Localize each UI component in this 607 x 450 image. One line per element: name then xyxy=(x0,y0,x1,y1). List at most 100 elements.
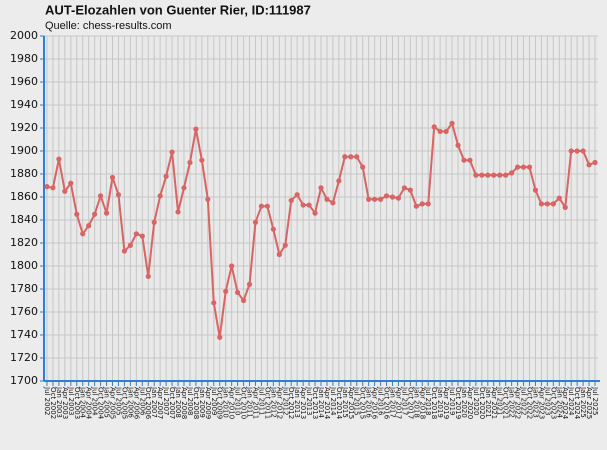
data-point xyxy=(92,211,98,217)
x-tick-label: Apr 2015 xyxy=(347,387,355,419)
data-point xyxy=(443,128,449,135)
data-point xyxy=(306,202,312,208)
x-tick-label: Jul 2021 xyxy=(496,386,504,416)
data-point xyxy=(401,185,407,191)
y-tick-label: 1740 xyxy=(10,328,38,341)
data-point xyxy=(413,203,419,209)
y-tick-label: 1700 xyxy=(10,374,38,387)
x-tick-label: Apr 2021 xyxy=(490,387,498,419)
x-tick-label: Jul 2024 xyxy=(567,386,575,416)
data-point xyxy=(520,164,527,170)
data-point xyxy=(342,154,348,160)
data-point xyxy=(556,195,562,201)
data-point xyxy=(240,297,247,304)
data-point xyxy=(383,193,390,199)
y-tick-label: 1800 xyxy=(10,259,38,272)
data-point xyxy=(461,157,467,163)
x-tick-label: Oct 2016 xyxy=(383,387,391,420)
data-point xyxy=(133,231,139,237)
data-point xyxy=(181,185,187,191)
x-tick-label: Jan 2004 xyxy=(79,386,87,418)
data-point xyxy=(86,223,92,229)
x-tick-label: Oct 2015 xyxy=(359,387,367,419)
data-point xyxy=(229,263,235,269)
y-tick-label: 1980 xyxy=(10,52,38,65)
x-tick-label: Apr 2020 xyxy=(466,387,474,419)
x-tick-label: Oct 2002 xyxy=(49,387,57,419)
data-point xyxy=(431,124,437,130)
data-point xyxy=(56,156,62,162)
data-point xyxy=(44,184,50,190)
data-point xyxy=(360,164,366,170)
x-tick-label: Jan 2023 xyxy=(531,386,539,418)
data-point xyxy=(151,219,157,225)
data-point xyxy=(264,203,270,209)
y-tick-label: 2000 xyxy=(10,29,38,42)
x-tick-label: Jan 2022 xyxy=(508,386,516,418)
data-point xyxy=(330,200,336,206)
x-tick-label: Jul 2002 xyxy=(43,386,51,416)
data-point xyxy=(336,178,342,184)
data-point xyxy=(503,172,509,178)
x-tick-label: Jul 2010 xyxy=(234,386,242,416)
x-tick-label: Oct 2022 xyxy=(525,387,533,419)
x-tick-label: Jan 2024 xyxy=(555,386,563,418)
x-tick-label: Oct 2008 xyxy=(192,387,200,419)
x-tick-label: Jan 2009 xyxy=(198,386,206,418)
x-tick-label: Jan 2018 xyxy=(412,386,420,418)
x-tick-label: Oct 2014 xyxy=(335,387,343,420)
data-point xyxy=(348,154,354,160)
data-point xyxy=(586,162,592,168)
chart-subtitle: Quelle: chess-results.com xyxy=(45,20,172,32)
y-tick-label: 1820 xyxy=(10,236,38,249)
x-tick-label: Jan 2014 xyxy=(317,386,325,418)
data-point xyxy=(115,192,122,198)
data-point xyxy=(467,157,473,163)
data-point xyxy=(121,248,128,254)
x-tick-label: Jul 2007 xyxy=(162,386,170,416)
data-point xyxy=(473,172,479,178)
data-point xyxy=(175,209,181,215)
x-tick-label: Oct 2005 xyxy=(120,387,128,419)
x-tick-label: Jan 2019 xyxy=(436,386,444,418)
x-tick-label: Jul 2008 xyxy=(186,386,194,416)
x-tick-label: Jul 2003 xyxy=(67,386,75,416)
x-tick-label: Jan 2012 xyxy=(269,386,277,418)
data-point xyxy=(318,185,324,191)
x-tick-label: Oct 2004 xyxy=(97,387,105,420)
x-tick-label: Apr 2007 xyxy=(156,387,164,419)
data-point xyxy=(163,173,169,179)
y-tick-label: 1720 xyxy=(10,351,38,364)
x-tick-label: Apr 2016 xyxy=(371,387,379,420)
data-point xyxy=(532,187,539,193)
x-tick-label: Jan 2016 xyxy=(365,386,373,418)
data-point xyxy=(109,174,116,181)
x-tick-label: Jul 2023 xyxy=(543,386,551,416)
data-point xyxy=(68,180,74,186)
x-tick-label: Oct 2006 xyxy=(144,387,152,420)
x-tick-label: Jan 2010 xyxy=(222,386,230,418)
x-tick-label: Jan 2013 xyxy=(293,386,301,418)
x-tick-label: Apr 2023 xyxy=(537,387,545,419)
data-point xyxy=(103,210,110,216)
chart-title: AUT-Elozahlen von Guenter Rier, ID:11198… xyxy=(45,2,311,17)
data-point xyxy=(354,154,360,160)
data-point xyxy=(592,159,598,166)
data-point xyxy=(276,251,282,258)
x-tick-label: Oct 2024 xyxy=(573,387,581,420)
data-point xyxy=(449,120,455,126)
data-point xyxy=(300,202,306,208)
data-point xyxy=(217,334,223,340)
data-point xyxy=(50,185,56,191)
x-tick-label: Apr 2019 xyxy=(442,387,450,419)
x-tick-label: Jan 2021 xyxy=(484,386,492,418)
data-point xyxy=(258,203,265,209)
data-point xyxy=(389,194,396,200)
x-tick-label: Apr 2011 xyxy=(251,387,259,419)
data-point xyxy=(205,196,211,202)
data-point xyxy=(574,148,580,154)
x-tick-label: Oct 2013 xyxy=(311,387,319,419)
x-tick-label: Apr 2013 xyxy=(299,387,307,419)
data-point xyxy=(312,210,318,216)
data-point xyxy=(580,148,586,154)
